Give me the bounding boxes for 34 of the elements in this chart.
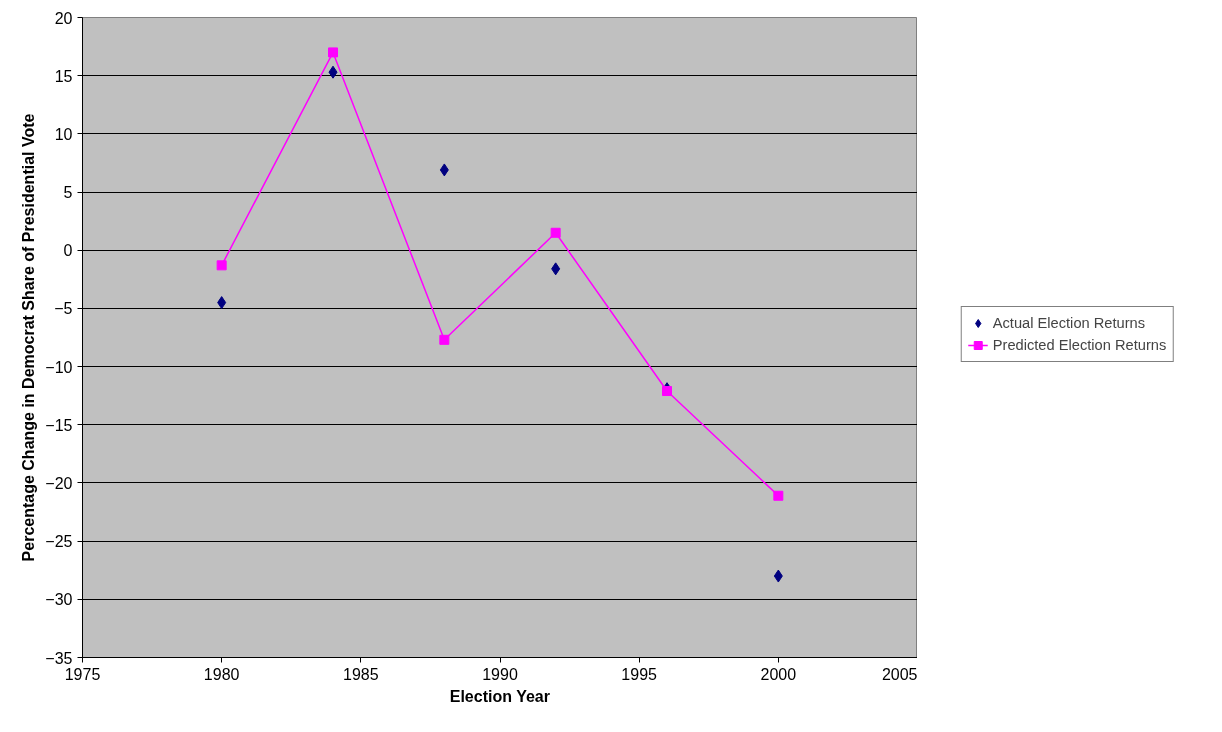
y-tick-label: −35 (45, 649, 73, 667)
x-tick-label: 1985 (343, 665, 379, 683)
point (217, 296, 227, 310)
point (439, 334, 450, 345)
x-tick-label: 1995 (621, 665, 658, 683)
x-tick-label: 1975 (64, 665, 101, 683)
point (328, 65, 338, 79)
legend-label: Actual Election Returns (992, 314, 1146, 331)
y-tick-label: −25 (45, 533, 73, 551)
point (773, 490, 784, 501)
point (216, 260, 227, 271)
y-tick-label: 5 (63, 184, 73, 202)
y-tick-label: 10 (54, 125, 73, 143)
x-tick-label: 2005 (881, 665, 918, 683)
point (550, 227, 561, 238)
x-tick-label: 1990 (482, 665, 518, 683)
y-tick-label: −10 (45, 358, 73, 376)
x-tick-label: 2000 (760, 665, 797, 683)
point (439, 163, 449, 177)
y-tick-label: 15 (54, 67, 73, 85)
legend-label: Predicted Election Returns (992, 336, 1167, 353)
y-tick-label: −15 (45, 416, 73, 434)
x-axis-title: Election Year (449, 687, 550, 705)
y-tick-label: −5 (54, 300, 73, 318)
y-tick-label: 20 (54, 9, 73, 27)
y-axis-title: Percentage Change in Democrat Share of Presidential Vote (20, 113, 38, 562)
point (551, 262, 561, 276)
x-tick-label: 1980 (203, 665, 240, 683)
y-tick-label: 0 (63, 242, 73, 260)
point (662, 386, 672, 397)
point (773, 569, 783, 583)
y-tick-label: −30 (45, 591, 73, 609)
y-tick-label: −20 (45, 474, 73, 492)
point (328, 47, 338, 58)
